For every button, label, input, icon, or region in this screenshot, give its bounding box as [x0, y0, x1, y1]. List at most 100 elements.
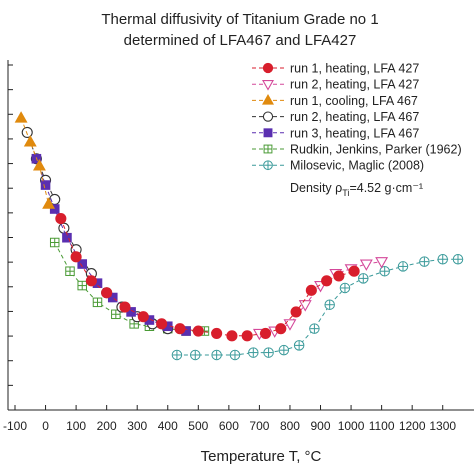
legend-item: Milosevic, Maglic (2008): [252, 159, 424, 173]
data-point: [305, 284, 317, 296]
data-point: [211, 349, 222, 361]
data-point: [70, 251, 82, 263]
data-point: [379, 265, 390, 277]
x-tick-label: 600: [219, 419, 239, 433]
data-point: [85, 275, 97, 287]
data-point: [42, 197, 56, 209]
data-point: [419, 256, 430, 267]
x-tick-label: 0: [42, 419, 49, 433]
data-point: [290, 306, 302, 318]
series-line: [20, 117, 50, 205]
data-point: [32, 159, 46, 171]
data-point: [263, 347, 274, 358]
data-point: [452, 254, 464, 265]
x-tick-label: 100: [66, 419, 86, 433]
data-point: [65, 266, 75, 276]
legend-item: run 2, heating, LFA 467: [252, 110, 419, 124]
data-point: [259, 327, 272, 339]
data-point: [359, 259, 373, 271]
data-point: [14, 111, 28, 123]
data-point: [119, 301, 131, 313]
y-axis-ticks: [8, 64, 13, 411]
data-point: [275, 323, 287, 335]
data-point: [23, 135, 37, 147]
series-line: [35, 158, 187, 332]
legend-label: Rudkin, Jenkins, Parker (1962): [290, 143, 462, 157]
data-point: [339, 282, 351, 294]
data-point: [40, 180, 51, 190]
data-point: [324, 299, 335, 310]
x-tick-label: 400: [158, 419, 178, 433]
legend-item: Rudkin, Jenkins, Parker (1962): [252, 143, 462, 157]
x-tick-label: 1100: [369, 419, 395, 433]
data-point: [92, 297, 103, 308]
data-point: [309, 323, 320, 334]
x-tick-label: 500: [188, 419, 208, 433]
legend-label: run 2, heating, LFA 427: [290, 78, 419, 92]
data-point: [137, 311, 149, 323]
legend-item: run 1, heating, LFA 427: [252, 62, 419, 76]
data-point: [298, 300, 312, 312]
legend: run 1, heating, LFA 427 run 2, heating, L…: [252, 62, 462, 173]
x-axis-label: Temperature T, °C: [201, 448, 322, 465]
data-point: [156, 318, 168, 330]
x-tick-label: 1300: [429, 419, 456, 433]
x-tick-label: 700: [249, 419, 269, 433]
x-tick-label: 1000: [338, 419, 365, 433]
data-point: [348, 265, 360, 277]
density-subscript: Ti: [342, 188, 349, 198]
x-tick-label: 800: [280, 419, 300, 433]
data-point: [241, 330, 253, 342]
series: [55, 213, 360, 342]
data-point: [263, 128, 273, 138]
legend-label: Milosevic, Maglic (2008): [290, 159, 424, 173]
x-tick-label: 900: [311, 419, 331, 433]
legend-item: run 2, heating, LFA 427: [252, 78, 419, 92]
series: [31, 153, 191, 336]
data-point: [261, 79, 275, 91]
density-label: Density ρ: [290, 181, 342, 195]
x-tick-label: -100: [3, 419, 27, 433]
data-point: [397, 261, 409, 272]
series: [171, 254, 464, 361]
data-point: [293, 340, 305, 351]
density-value: =4.52 g·cm⁻¹: [349, 181, 423, 195]
data-point: [375, 257, 389, 269]
x-tick-label: 200: [97, 419, 117, 433]
data-point: [261, 93, 275, 105]
data-point: [111, 309, 121, 320]
data-point: [248, 347, 259, 358]
data-point: [333, 270, 345, 282]
data-point: [77, 259, 88, 269]
data-point: [358, 273, 369, 284]
data-point: [174, 323, 186, 335]
x-axis-ticks: -100 0 100 200 300 400 500 600 700 800 900 1000 1100…: [3, 405, 456, 433]
x-tick-label: 1200: [399, 419, 426, 433]
data-point: [226, 330, 238, 342]
chart-title-line-1: Thermal diffusivity of Titanium Grade no…: [101, 11, 378, 28]
series-line: [60, 218, 355, 337]
data-point: [437, 254, 448, 265]
series-line: [54, 242, 205, 332]
series: [252, 257, 389, 341]
series-line: [259, 261, 382, 334]
data-point: [21, 126, 33, 138]
legend-item: run 3, heating, LFA 467: [252, 126, 419, 140]
legend-label: run 2, heating, LFA 467: [290, 110, 419, 124]
data-point: [101, 287, 113, 299]
chart-title-line-2: determined of LFA467 and LFA427: [124, 32, 357, 49]
data-point: [77, 280, 87, 291]
data-point: [49, 237, 60, 248]
data-point: [278, 344, 290, 356]
series-line: [176, 258, 458, 356]
series: [14, 111, 56, 209]
data-point: [262, 111, 274, 122]
data-point: [263, 160, 273, 171]
data-point: [262, 62, 274, 74]
series-layer: [14, 111, 464, 361]
data-point: [321, 275, 333, 287]
legend-label: run 1, heating, LFA 427: [290, 62, 419, 76]
data-point: [263, 144, 273, 154]
legend-item: run 1, cooling, LFA 467: [252, 94, 418, 108]
